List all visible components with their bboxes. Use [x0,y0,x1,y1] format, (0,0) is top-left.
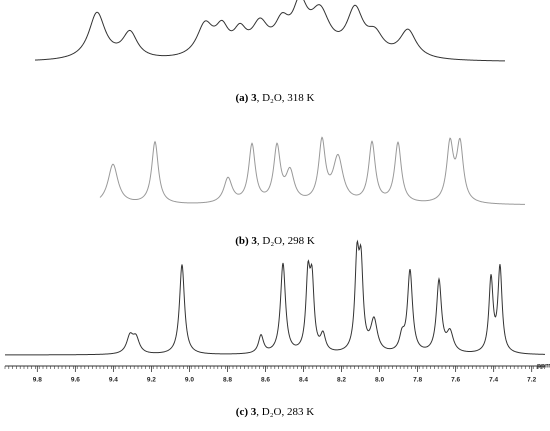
compound: 3 [251,406,257,418]
tick-label: 9.2 [147,377,156,384]
conditions: , D₂O, 283 K [256,406,314,418]
caption: (a) 3, D₂O, 318 K [236,92,315,104]
tick-label: 8.0 [375,377,384,384]
spectrum [5,239,546,356]
tick-label: 9.6 [71,377,80,384]
axis-unit: ppm [537,363,550,370]
tick-label: 7.8 [413,377,422,384]
panel-label: (c) [236,406,249,418]
compound: 3 [251,92,257,104]
spectrum [34,0,506,62]
tick-label: 8.8 [223,377,232,384]
tick-label: 7.4 [489,377,498,384]
conditions: , D₂O, 318 K [257,92,315,104]
panel-label: (b) [235,235,249,247]
tick-label: 8.4 [299,377,308,384]
caption: (b) 3, D₂O, 298 K [235,235,315,247]
tick-label: 8.2 [337,377,346,384]
tick-label: 7.2 [527,377,536,384]
tick-label: 9.8 [33,377,42,384]
compound: 3 [251,235,257,247]
tick-label: 8.6 [261,377,270,384]
conditions: , D₂O, 298 K [257,235,315,247]
panel-label: (a) [236,92,249,104]
tick-label: 9.4 [109,377,118,384]
spectrum [99,136,525,205]
tick-label: 7.6 [451,377,460,384]
tick-label: 9.0 [185,377,194,384]
caption: (c) 3, D₂O, 283 K [236,406,314,418]
